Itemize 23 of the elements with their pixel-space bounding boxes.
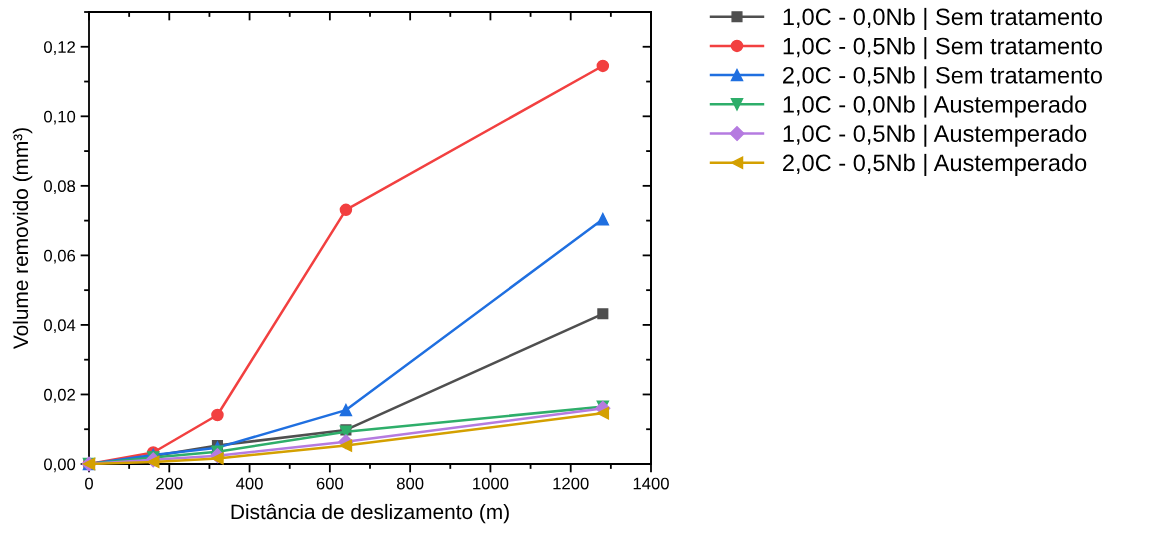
legend-label: 1,0C - 0,5Nb | Austemperado [783,124,1087,147]
y-tick-label: 0,02 [44,388,75,403]
y-tick-label: 0,04 [44,319,76,334]
legend-label: 1,0C - 0,5Nb | Sem tratamento [783,37,1102,60]
y-tick-label: 0,06 [44,249,76,264]
legend-label: 1,0C - 0,0Nb | Sem tratamento [783,7,1102,30]
y-tick-label: 0,08 [44,180,76,195]
x-axis-title: Distância de deslizamento (m) [231,503,509,524]
y-tick-label: 0,10 [44,110,76,125]
y-tick-label: 0,00 [44,458,76,473]
legend-label: 2,0C - 0,5Nb | Austemperado [783,153,1087,176]
x-tick-label: 200 [156,477,183,490]
x-tick-label: 1200 [553,477,589,490]
y-tick-label: 0,12 [44,41,75,55]
y-axis-title: Volume removido (mm³) [12,128,33,350]
x-tick-label: 800 [396,477,424,490]
x-tick-label: 600 [316,477,344,490]
x-tick-label: 1400 [633,477,669,490]
x-tick-label: 0 [85,477,93,490]
x-tick-label: 1000 [473,477,509,490]
legend-label: 1,0C - 0,0Nb | Austemperado [783,95,1087,118]
legend-label: 2,0C - 0,5Nb | Sem tratamento [783,66,1102,89]
x-tick-label: 400 [236,477,263,490]
